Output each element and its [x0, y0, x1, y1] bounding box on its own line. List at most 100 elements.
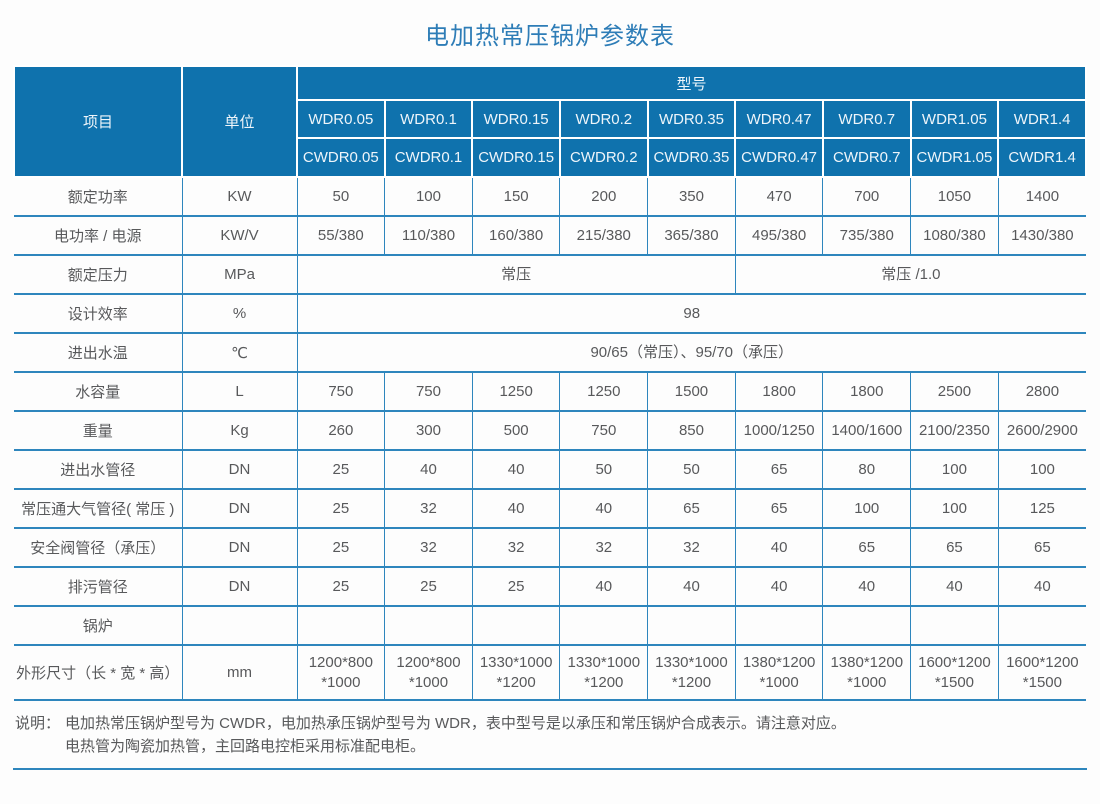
- bottom-rule: [13, 767, 1087, 770]
- unit-cell: L: [181, 371, 298, 412]
- model-cwdr-cell: CWDR0.47: [734, 137, 824, 178]
- table-row: 进出水温 ℃ 90/65（常压）、95/70（承压）: [14, 332, 1086, 373]
- value-cell: 25: [296, 566, 386, 607]
- value-cell: 40: [997, 566, 1086, 607]
- value-cell: 40: [559, 488, 649, 529]
- row-label: 外形尺寸（长 * 宽 * 高）: [14, 644, 183, 701]
- row-label: 电功率 / 电源: [14, 215, 183, 256]
- value-cell: 40: [647, 566, 736, 607]
- value-cell: 750: [296, 371, 386, 412]
- value-cell: 80: [822, 449, 912, 490]
- row-label: 重量: [14, 410, 183, 451]
- unit-cell: DN: [181, 527, 298, 568]
- value-cell: 1200*800 *1000: [384, 644, 473, 701]
- value-cell: 1400: [997, 176, 1086, 217]
- value-cell: 1000/1250: [734, 410, 824, 451]
- page-title: 电加热常压锅炉参数表: [425, 23, 675, 50]
- notes: 说明： 电加热常压锅炉型号为 CWDR，电加热承压锅炉型号为 WDR，表中型号是…: [15, 712, 1085, 759]
- value-cell: 1200*800 *1000: [296, 644, 386, 701]
- value-cell: 470: [734, 176, 824, 217]
- value-cell: 500: [471, 410, 561, 451]
- value-cell: [910, 605, 999, 646]
- value-cell: [647, 605, 736, 646]
- value-cell: 40: [471, 449, 561, 490]
- value-cell: 1050: [910, 176, 999, 217]
- value-cell: 735/380: [822, 215, 912, 256]
- value-cell: 40: [384, 449, 473, 490]
- table-row: 进出水管径 DN 25 40 40 50 50 65 80 100 100: [14, 449, 1086, 490]
- value-cell: 300: [384, 410, 473, 451]
- value-cell: 160/380: [471, 215, 561, 256]
- value-cell: 40: [559, 566, 649, 607]
- model-cwdr-cell: CWDR0.1: [383, 137, 474, 178]
- value-cell: 1400/1600: [822, 410, 912, 451]
- row-label: 额定功率: [14, 176, 183, 217]
- value-cell: 40: [471, 488, 561, 529]
- model-cwdr-cell: CWDR0.7: [821, 137, 912, 178]
- row-label: 排污管径: [14, 566, 183, 607]
- note-line-2: 电热管为陶瓷加热管，主回路电控柜采用标准配电柜。: [65, 738, 426, 756]
- value-cell: 1250: [471, 371, 561, 412]
- value-cell: 25: [384, 566, 473, 607]
- table-header: 项目 单位 型号 WDR0.05 WDR0.1 WDR0.15 WDR0.2 WDR0.…: [13, 65, 1087, 178]
- value-cell: 150: [471, 176, 561, 217]
- value-cell: 750: [559, 410, 649, 451]
- value-cell: 2500: [910, 371, 999, 412]
- value-cell: 40: [822, 566, 912, 607]
- page: 电加热常压锅炉参数表 项目 单位 型号 WDR0.05 WDR0.1 WDR0.15…: [0, 16, 1100, 770]
- value-cell: 215/380: [559, 215, 649, 256]
- value-cell: 1380*1200 *1000: [822, 644, 912, 701]
- table-row: 排污管径 DN 25 25 25 40 40 40 40 40 40: [14, 566, 1086, 607]
- model-wdr-cell: WDR1.05: [909, 99, 1000, 139]
- value-cell: 1330*1000 *1200: [647, 644, 736, 701]
- model-wdr-cell: WDR0.47: [734, 99, 824, 139]
- table-row: 额定压力 MPa 常压 常压 /1.0: [14, 254, 1086, 295]
- table-row: 重量 Kg 260 300 500 750 850 1000/1250 1400/1600 210…: [14, 410, 1086, 451]
- table-row: 安全阀管径（承压） DN 25 32 32 32 32 40 65 65 65: [14, 527, 1086, 568]
- value-cell: 50: [559, 449, 649, 490]
- value-cell: 1800: [734, 371, 824, 412]
- row-label: 锅炉: [14, 605, 183, 646]
- row-label: 安全阀管径（承压）: [14, 527, 183, 568]
- model-wdr-cell: WDR0.35: [646, 99, 737, 139]
- value-cell: 65: [910, 527, 999, 568]
- value-cell: 750: [384, 371, 473, 412]
- value-cell: 65: [734, 449, 824, 490]
- value-cell: 40: [734, 566, 824, 607]
- table-row: 设计效率% 98: [14, 293, 1086, 334]
- unit-cell: MPa: [181, 254, 298, 295]
- value-cell: 2100/2350: [910, 410, 999, 451]
- row-label: 水容量: [14, 371, 183, 412]
- model-wdr-cell: WDR0.1: [383, 99, 474, 139]
- value-cell: 365/380: [647, 215, 736, 256]
- value-cell: 125: [997, 488, 1086, 529]
- note-prefix: 说明：: [15, 715, 61, 732]
- value-cell: 1430/380: [997, 215, 1086, 256]
- table-row: 额定功率 KW 50 100 150 200 350 470 700 1050 1400: [14, 176, 1086, 217]
- value-cell: 495/380: [734, 215, 824, 256]
- value-cell: 32: [384, 527, 473, 568]
- parameter-table: 项目 单位 型号 WDR0.05 WDR0.1 WDR0.15 WDR0.2 WDR0.…: [13, 65, 1087, 701]
- value-cell: 700: [822, 176, 912, 217]
- value-cell: 32: [384, 488, 473, 529]
- col-unit-header: 单位: [181, 65, 298, 178]
- value-cell: 55/380: [296, 215, 386, 256]
- value-cell: 1330*1000 *1200: [471, 644, 561, 701]
- table-row: 水容量 L 750 750 1250 1250 1500 1800 1800 2500 2800: [14, 371, 1086, 412]
- value-cell: 25: [296, 449, 386, 490]
- value-cell: 1600*1200 *1500: [997, 644, 1086, 701]
- value-cell: 40: [734, 527, 824, 568]
- value-cell: 1380*1200 *1000: [734, 644, 824, 701]
- model-wdr-cell: WDR1.4: [997, 99, 1087, 139]
- table-row: 锅炉: [14, 605, 1086, 646]
- value-cell: 65: [734, 488, 824, 529]
- value-cell: 100: [384, 176, 473, 217]
- unit-cell: KW/V: [181, 215, 298, 256]
- value-cell: 65: [647, 488, 736, 529]
- model-wdr-cell: WDR0.15: [471, 99, 561, 139]
- value-cell: 常压: [296, 254, 736, 295]
- value-cell: 1080/380: [910, 215, 999, 256]
- value-cell: 1250: [559, 371, 649, 412]
- value-cell: 100: [822, 488, 912, 529]
- table-row: 外形尺寸（长 * 宽 * 高） mm 1200*800 *1000 1200*800 …: [14, 644, 1086, 701]
